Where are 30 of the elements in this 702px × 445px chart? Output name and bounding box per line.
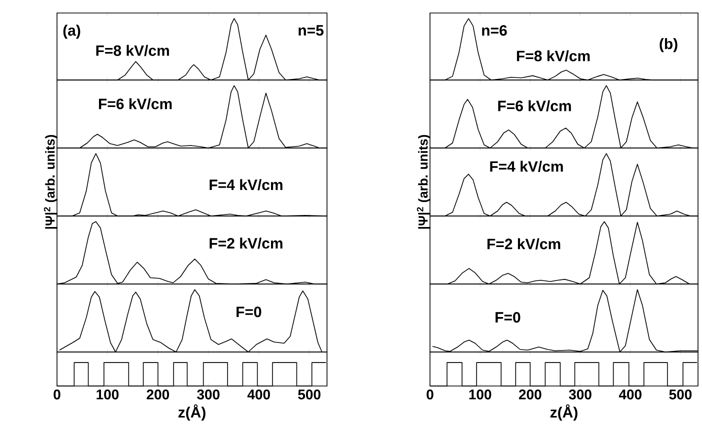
x-tick-label: 100 — [96, 390, 119, 400]
x-tick-label: 400 — [618, 390, 642, 400]
annotation: (b) — [660, 38, 678, 52]
annotation: F=2 kV/cm — [210, 238, 282, 249]
x-tick-label: 300 — [197, 390, 220, 400]
x-tick-label: 0 — [426, 390, 434, 400]
x-axis-title: z(Å) — [178, 404, 206, 421]
x-tick-label: 0 — [54, 390, 60, 400]
annotation: F=8 kV/cm — [516, 50, 590, 62]
annotation: F=6 kV/cm — [98, 98, 172, 110]
annotation: F=4 kV/cm — [210, 179, 282, 190]
annotation: n=6 — [482, 25, 507, 36]
y-axis-title: |Ψ|$^{2}$ (arb. units) — [44, 134, 58, 229]
x-tick-label: 300 — [568, 390, 592, 400]
annotation: F=6 kV/cm — [498, 100, 571, 112]
x-tick-label: 500 — [669, 390, 692, 400]
x-tick-label: 100 — [469, 390, 492, 400]
x-tick-label: 200 — [518, 390, 542, 400]
annotation: F=2 kV/cm — [487, 238, 560, 250]
x-tick-label: 400 — [247, 390, 270, 400]
annotation: F=0 — [496, 312, 520, 323]
annotation: (a) — [63, 24, 80, 39]
x-tick-label: 200 — [146, 390, 170, 400]
y-axis-title: |Ψ|$^{2}$ (arb. units) — [416, 134, 430, 229]
x-axis-title: z(Å) — [550, 404, 578, 421]
annotation: n=5 — [298, 25, 324, 36]
annotation: F=8 kV/cm — [96, 44, 169, 56]
annotation: F=4 kV/cm — [490, 160, 563, 172]
x-tick-label: 500 — [298, 390, 320, 400]
annotation: F=0 — [236, 306, 262, 318]
